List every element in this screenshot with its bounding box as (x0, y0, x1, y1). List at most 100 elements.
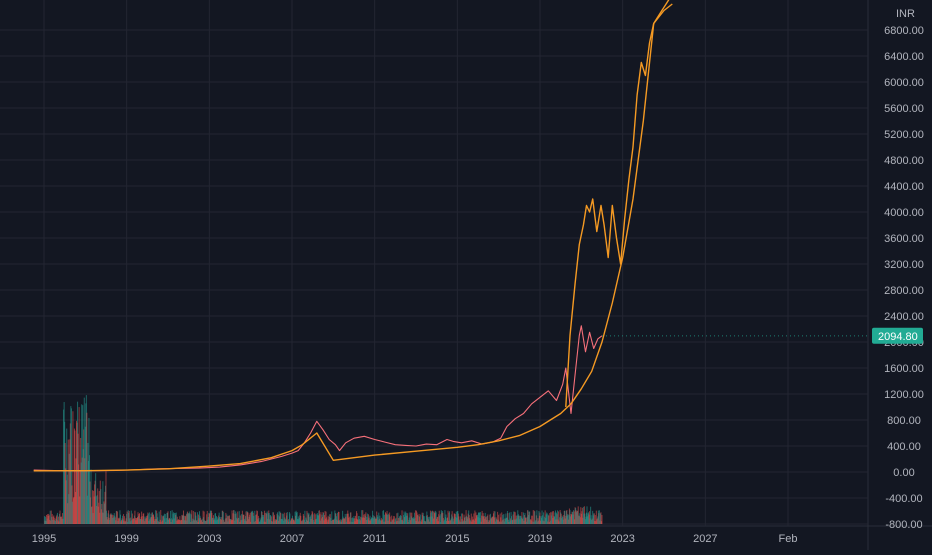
volume-bar (429, 510, 431, 524)
volume-bar (418, 513, 420, 524)
volume-bar (550, 515, 552, 524)
volume-bar (408, 517, 410, 524)
volume-bar (376, 511, 378, 524)
volume-bar (575, 510, 577, 524)
volume-bar (251, 510, 253, 524)
volume-bar (111, 514, 113, 524)
volume-bar (349, 512, 351, 524)
volume-bar (309, 521, 311, 524)
volume-bar (78, 464, 80, 524)
volume-bar (89, 497, 91, 524)
volume-bar (159, 521, 161, 524)
volume-bar (75, 492, 76, 524)
volume-bar (454, 513, 456, 524)
volume-bar (55, 519, 57, 524)
volume-bar (391, 519, 393, 524)
volume-bar (151, 512, 153, 524)
volume-bar (248, 516, 250, 524)
volume-bar (450, 519, 452, 524)
volume-bar (223, 521, 225, 524)
volume-bar (542, 515, 544, 524)
last-value-badge: 2094.80 (872, 327, 923, 344)
volume-bar (92, 513, 94, 524)
volume-bar (586, 506, 588, 524)
volume-bar (392, 520, 394, 524)
volume-bar (549, 513, 551, 524)
volume-bar (332, 519, 334, 524)
volume-bar (595, 521, 597, 524)
volume-bar (402, 519, 404, 524)
volume-bar (53, 515, 55, 524)
volume-bar (197, 521, 199, 524)
volume-bar (529, 519, 531, 524)
volume-bar (362, 517, 364, 524)
volume-bar (151, 512, 153, 524)
volume-bar (273, 514, 275, 524)
volume-bar (286, 512, 288, 524)
volume-bar (373, 516, 375, 524)
volume-bar (213, 520, 215, 524)
volume-bar (194, 512, 196, 524)
volume-bar (367, 519, 369, 524)
volume-bar (498, 514, 500, 524)
volume-bar (122, 519, 124, 524)
volume-bar (528, 511, 530, 524)
volume-bar (56, 514, 58, 524)
volume-bar (273, 516, 275, 524)
volume-bar (387, 514, 389, 524)
x-axis[interactable]: 1995 1999 2003 2007 2011 2015 2019 2023 2027 Feb (32, 533, 798, 545)
volume-bar (439, 515, 441, 524)
volume-bar (490, 518, 492, 524)
y-tick-label: 4800.00 (884, 155, 924, 167)
volume-bar (580, 513, 582, 524)
volume-bar (312, 514, 314, 524)
x-tick-label: 2003 (197, 533, 221, 545)
volume-bar (419, 516, 421, 524)
volume-bar (431, 516, 433, 524)
volume-bar (296, 512, 298, 524)
volume-bar (383, 521, 385, 524)
volume-bar (433, 518, 435, 524)
volume-bar (271, 521, 273, 524)
volume-bar (266, 513, 268, 524)
volume-bar (341, 518, 343, 524)
volume-bar (192, 518, 194, 524)
volume-bar (106, 517, 108, 524)
volume-bar (227, 516, 229, 524)
volume-bar (350, 512, 352, 524)
volume-bar (452, 516, 454, 524)
y-axis[interactable]: 6800.00 6400.00 6000.00 5600.00 5200.00 4800.… (884, 25, 924, 531)
volume-bar (548, 515, 550, 524)
volume-bar (132, 518, 134, 524)
volume-bar (599, 520, 601, 524)
volume-bar (397, 512, 399, 524)
volume-bar (162, 516, 164, 524)
volume-bar (142, 513, 144, 524)
volume-bar (141, 511, 143, 524)
volume-bar (246, 510, 248, 524)
currency-label[interactable]: INR (896, 8, 915, 20)
volume-bar (264, 510, 266, 524)
volume-bar (569, 516, 571, 524)
volume-bar (589, 511, 591, 524)
volume-bar (193, 519, 195, 524)
volume-bar (139, 513, 141, 524)
volume-bar (143, 516, 145, 524)
volume-bar (440, 510, 442, 524)
volume-bar (293, 520, 295, 524)
volume-bar (66, 474, 68, 524)
volume-bar (202, 510, 204, 524)
volume-bar (257, 515, 259, 524)
price-line (33, 325, 603, 472)
volume-bar (83, 429, 85, 524)
volume-bar (516, 515, 518, 524)
volume-bar (319, 520, 321, 524)
volume-bar (463, 520, 465, 524)
volume-bar (503, 521, 505, 524)
volume-bar (128, 512, 130, 524)
volume-bar (271, 520, 273, 524)
volume-bar (447, 517, 448, 524)
volume-bar (336, 512, 338, 524)
